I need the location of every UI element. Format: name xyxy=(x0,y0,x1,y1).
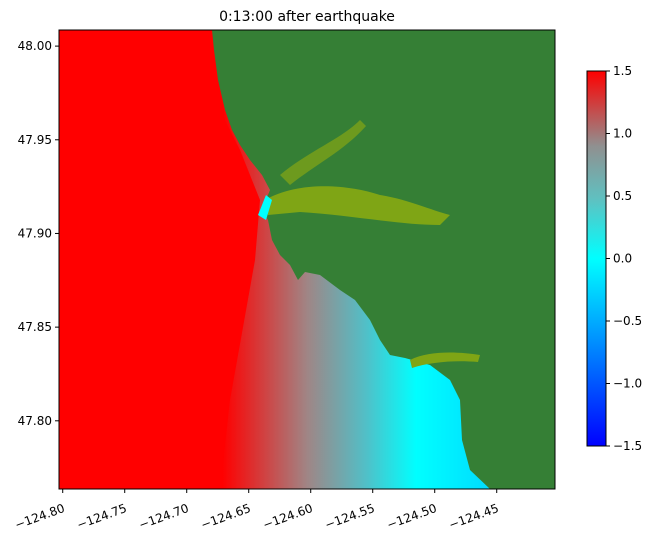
colorbar-tick-label: 1.0 xyxy=(613,127,632,141)
colorbar-tick-label: −1.0 xyxy=(613,377,642,391)
colorbar-tick-label: 0.0 xyxy=(613,252,632,266)
colorbar xyxy=(586,70,607,447)
x-tick-label: −124.55 xyxy=(323,501,377,532)
x-tick-label: −124.70 xyxy=(137,501,191,532)
chart-title: 0:13:00 after earthquake xyxy=(219,9,395,25)
colorbar-tick-label: −0.5 xyxy=(613,314,642,328)
deep-water xyxy=(59,30,260,489)
x-tick-label: −124.60 xyxy=(261,501,315,532)
land xyxy=(212,30,555,489)
colorbar-tick-label: 1.5 xyxy=(613,64,632,78)
x-tick-label: −124.80 xyxy=(13,501,67,532)
river xyxy=(410,352,480,368)
map-area xyxy=(59,30,555,489)
x-tick-label: −124.75 xyxy=(75,501,129,532)
river xyxy=(280,120,366,185)
y-tick-label: 47.85 xyxy=(18,320,52,334)
x-tick-label: −124.45 xyxy=(447,501,501,532)
y-tick-label: 47.80 xyxy=(18,414,52,428)
bay xyxy=(265,186,450,225)
axes-frame xyxy=(58,29,556,490)
inlet xyxy=(258,195,272,220)
y-tick-label: 48.00 xyxy=(18,39,52,53)
y-tick-label: 47.90 xyxy=(18,226,52,240)
y-tick-label: 47.95 xyxy=(18,133,52,147)
colorbar-tick-label: −1.5 xyxy=(613,439,642,453)
x-tick-label: −124.65 xyxy=(199,501,253,532)
x-tick-label: −124.50 xyxy=(385,501,439,532)
colorbar-tick-label: 0.5 xyxy=(613,189,632,203)
